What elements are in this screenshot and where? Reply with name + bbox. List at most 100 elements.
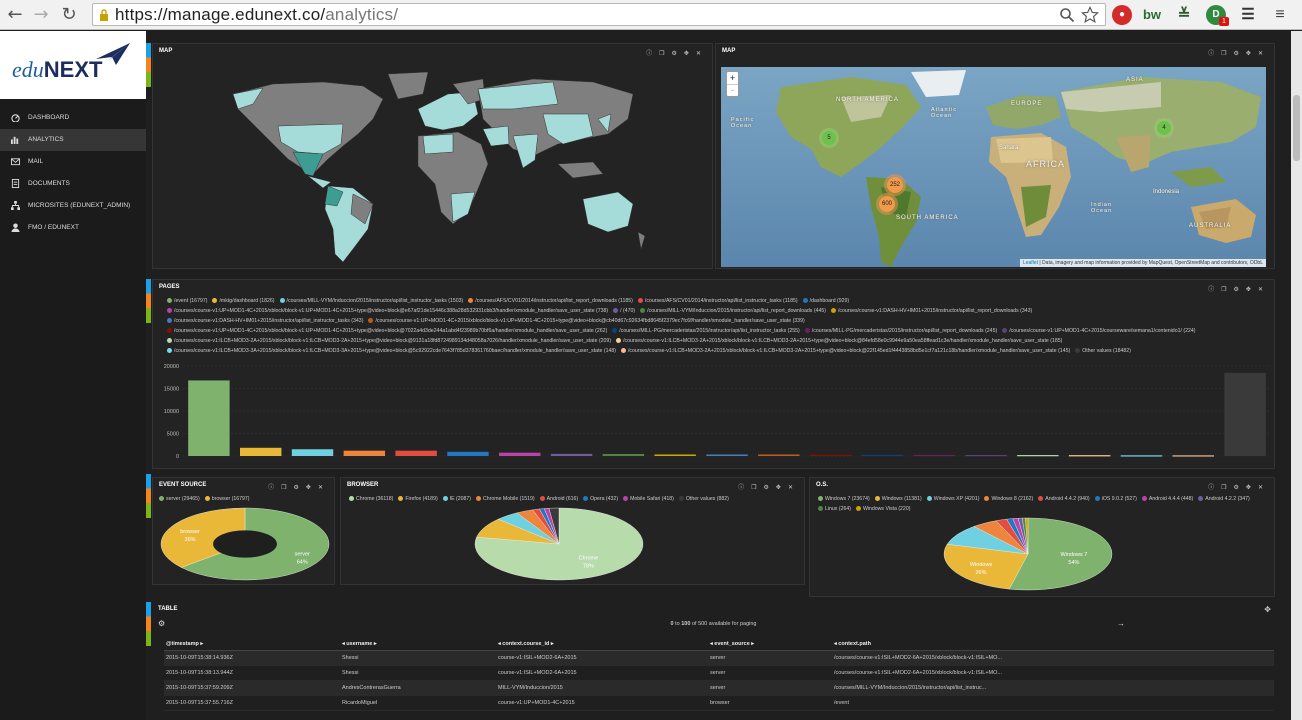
- legend-item[interactable]: /courses/course-v1:UP+MOD1-4C+2015/xbloc…: [368, 316, 805, 326]
- table-row[interactable]: 2015-10-09T15:37:55.716Z RicardoMiguel c…: [164, 695, 1274, 711]
- legend-item[interactable]: /courses/AFS/CV01/2014/instructor/api/li…: [468, 296, 633, 306]
- table-row[interactable]: 2015-10-09T15:38:14.936Z Shessi course-v…: [164, 650, 1274, 666]
- os-pie-chart[interactable]: Windows 7 54% Windows 26%: [910, 514, 1170, 594]
- legend-item[interactable]: /courses/course-v1:UP+MOD1-4C+2015/xbloc…: [167, 326, 607, 336]
- forward-arrow-icon[interactable]: →: [33, 4, 49, 25]
- leaflet-link[interactable]: Leaflet: [1022, 260, 1038, 266]
- sidebar-item-documents[interactable]: DOCUMENTS: [0, 173, 146, 195]
- legend-item[interactable]: Windows 8 (2162): [984, 494, 1033, 504]
- legend-item[interactable]: Windows Vista (220): [855, 504, 910, 514]
- map-cluster-marker[interactable]: 5: [822, 131, 836, 145]
- zoom-in-button[interactable]: +: [727, 72, 738, 85]
- bar[interactable]: [447, 451, 489, 456]
- legend-item[interactable]: Android 4.2.2 (347): [1198, 494, 1250, 504]
- legend-item[interactable]: /courses/MILL-PG/mercaderistas/2015/inst…: [804, 326, 997, 336]
- bar[interactable]: [1068, 455, 1111, 457]
- legend-item[interactable]: /courses/course-v1:ILCB+MOD3-3A+2015/xbl…: [167, 346, 616, 356]
- bar[interactable]: [550, 453, 593, 456]
- legend-item[interactable]: /courses/AFS/CV01/2014/instructor/api/li…: [637, 296, 798, 306]
- legend-item[interactable]: /courses/course-v1:ILCB+MOD3-2A+2015/xbl…: [616, 336, 1062, 346]
- legend-item[interactable]: /courses/MILL-VYM/Induccion/2015/instruc…: [640, 306, 826, 316]
- bar[interactable]: [395, 450, 437, 456]
- table-row[interactable]: 2015-10-09T15:38:13.944Z Shessi course-v…: [164, 665, 1274, 681]
- pages-bar-chart[interactable]: 0 5000 10000 15000 20000: [153, 364, 1276, 466]
- scrollbar-thumb[interactable]: [1293, 95, 1300, 161]
- legend-item[interactable]: browser (16797): [204, 494, 250, 504]
- bar[interactable]: [654, 454, 696, 456]
- world-choropleth-map[interactable]: [213, 64, 653, 264]
- bar[interactable]: [706, 454, 748, 456]
- panel-controls[interactable]: ⓘ❐⚙✥✕: [1208, 485, 1270, 491]
- extension-stop-icon[interactable]: ●: [1112, 5, 1132, 25]
- edunext-logo[interactable]: eduNEXT: [0, 31, 146, 99]
- bar[interactable]: [602, 453, 645, 456]
- event-source-donut-chart[interactable]: browser 36% server 64%: [157, 504, 332, 584]
- bar[interactable]: [291, 449, 334, 456]
- sidebar-item-analytics[interactable]: ANALYTICS: [0, 129, 146, 151]
- pie-slice[interactable]: [474, 507, 644, 581]
- legend-item[interactable]: /courses/course-v1:DASH-HV+IM01+2015/ins…: [830, 306, 1032, 316]
- legend-item[interactable]: /courses/MILL-PG/mercaderistas/2015/inst…: [612, 326, 800, 336]
- legend-item[interactable]: Mobile Safari (418): [623, 494, 674, 504]
- bar[interactable]: [1017, 455, 1059, 457]
- extension-bw-icon[interactable]: bw: [1142, 7, 1162, 22]
- panel-controls[interactable]: ⓘ❐⚙✥✕: [1208, 51, 1270, 57]
- zoom-magnifier-icon[interactable]: [1059, 7, 1075, 23]
- panel-controls[interactable]: ⓘ❐⚙✥✕: [268, 485, 330, 491]
- extension-notes-icon[interactable]: ☰: [1241, 6, 1255, 23]
- sidebar-item-mail[interactable]: MAIL: [0, 151, 146, 173]
- legend-item[interactable]: Other values (882): [678, 494, 729, 504]
- legend-item[interactable]: Android (616): [539, 494, 578, 504]
- legend-item[interactable]: IE (2087): [442, 494, 471, 504]
- panel-controls[interactable]: ⓘ❐⚙✥✕: [738, 485, 800, 491]
- legend-item[interactable]: /courses/course-v1:DASH-HV+IM01+2015/ins…: [167, 316, 363, 326]
- bar[interactable]: [913, 454, 955, 457]
- bar[interactable]: [343, 450, 386, 456]
- map-cluster-marker[interactable]: 4: [1157, 121, 1171, 135]
- table-settings-icon[interactable]: ⚙: [158, 619, 166, 628]
- legend-item[interactable]: Android 4.4.2 (940): [1038, 494, 1090, 504]
- legend-item[interactable]: Opera (432): [583, 494, 618, 504]
- panel-controls[interactable]: ⓘ❐⚙✥✕: [646, 51, 708, 57]
- pie-slice[interactable]: [160, 507, 246, 568]
- back-arrow-icon[interactable]: ←: [7, 4, 23, 25]
- pie-slice[interactable]: [548, 507, 560, 545]
- panel-controls[interactable]: ⓘ❐⚙✥✕: [1208, 287, 1270, 293]
- legend-item[interactable]: /event (16797): [167, 296, 207, 306]
- bar[interactable]: [809, 454, 852, 457]
- bar[interactable]: [1120, 455, 1163, 457]
- legend-item[interactable]: Firefox (4189): [398, 494, 438, 504]
- extension-antenna-icon[interactable]: ≚: [1177, 6, 1191, 23]
- row-collapse-handle[interactable]: [146, 602, 151, 646]
- row-collapse-handle[interactable]: [146, 474, 151, 518]
- legend-item[interactable]: Android 4.4.4 (448): [1141, 494, 1193, 504]
- chrome-menu-icon[interactable]: ≡: [1275, 6, 1285, 23]
- legend-item[interactable]: /courses/course-v1:UP+MOD1-4C+2015/xbloc…: [167, 306, 608, 316]
- column-header-timestamp[interactable]: @timestamp ▸: [164, 638, 340, 651]
- column-header-username[interactable]: ◂ username ▸: [340, 638, 496, 651]
- sidebar-item-dashboard[interactable]: DASHBOARD: [0, 107, 146, 129]
- sidebar-item-user[interactable]: FMO / EDUNEXT: [0, 217, 146, 239]
- sidebar-item-microsites[interactable]: MICROSITES (EDUNEXT_ADMIN): [0, 195, 146, 217]
- bar[interactable]: [239, 447, 282, 456]
- row-collapse-handle[interactable]: [146, 43, 151, 87]
- bar[interactable]: [758, 454, 800, 456]
- legend-item[interactable]: /courses/course-v1:UP+MOD1-4C+2015/cours…: [1002, 326, 1195, 336]
- legend-item[interactable]: Windows XP (4201): [926, 494, 979, 504]
- table-row[interactable]: 2015-10-09T15:37:59.209Z AndresContreras…: [164, 680, 1274, 696]
- pie-slice[interactable]: [1008, 517, 1113, 591]
- legend-item[interactable]: /courses/course-v1:ILCB+MOD3-2A+2015/xbl…: [620, 346, 1070, 356]
- pie-slice[interactable]: [943, 544, 1029, 590]
- bookmark-star-icon[interactable]: [1081, 6, 1099, 24]
- row-collapse-handle[interactable]: [146, 279, 151, 323]
- map-cluster-marker[interactable]: 252: [887, 177, 903, 193]
- legend-item[interactable]: Other values (18482): [1075, 346, 1131, 356]
- next-page-arrow-icon[interactable]: →: [1117, 619, 1125, 628]
- bar[interactable]: [861, 454, 904, 457]
- legend-item[interactable]: Chrome Mobile (1519): [476, 494, 535, 504]
- bar[interactable]: [965, 454, 1007, 457]
- legend-item[interactable]: iOS 9.0.2 (527): [1094, 494, 1137, 504]
- legend-item[interactable]: Chrome (36118): [349, 494, 393, 504]
- legend-item[interactable]: /courses/MILL-VYM/Induccion/2015/instruc…: [279, 296, 463, 306]
- legend-item[interactable]: Linux (264): [818, 504, 851, 514]
